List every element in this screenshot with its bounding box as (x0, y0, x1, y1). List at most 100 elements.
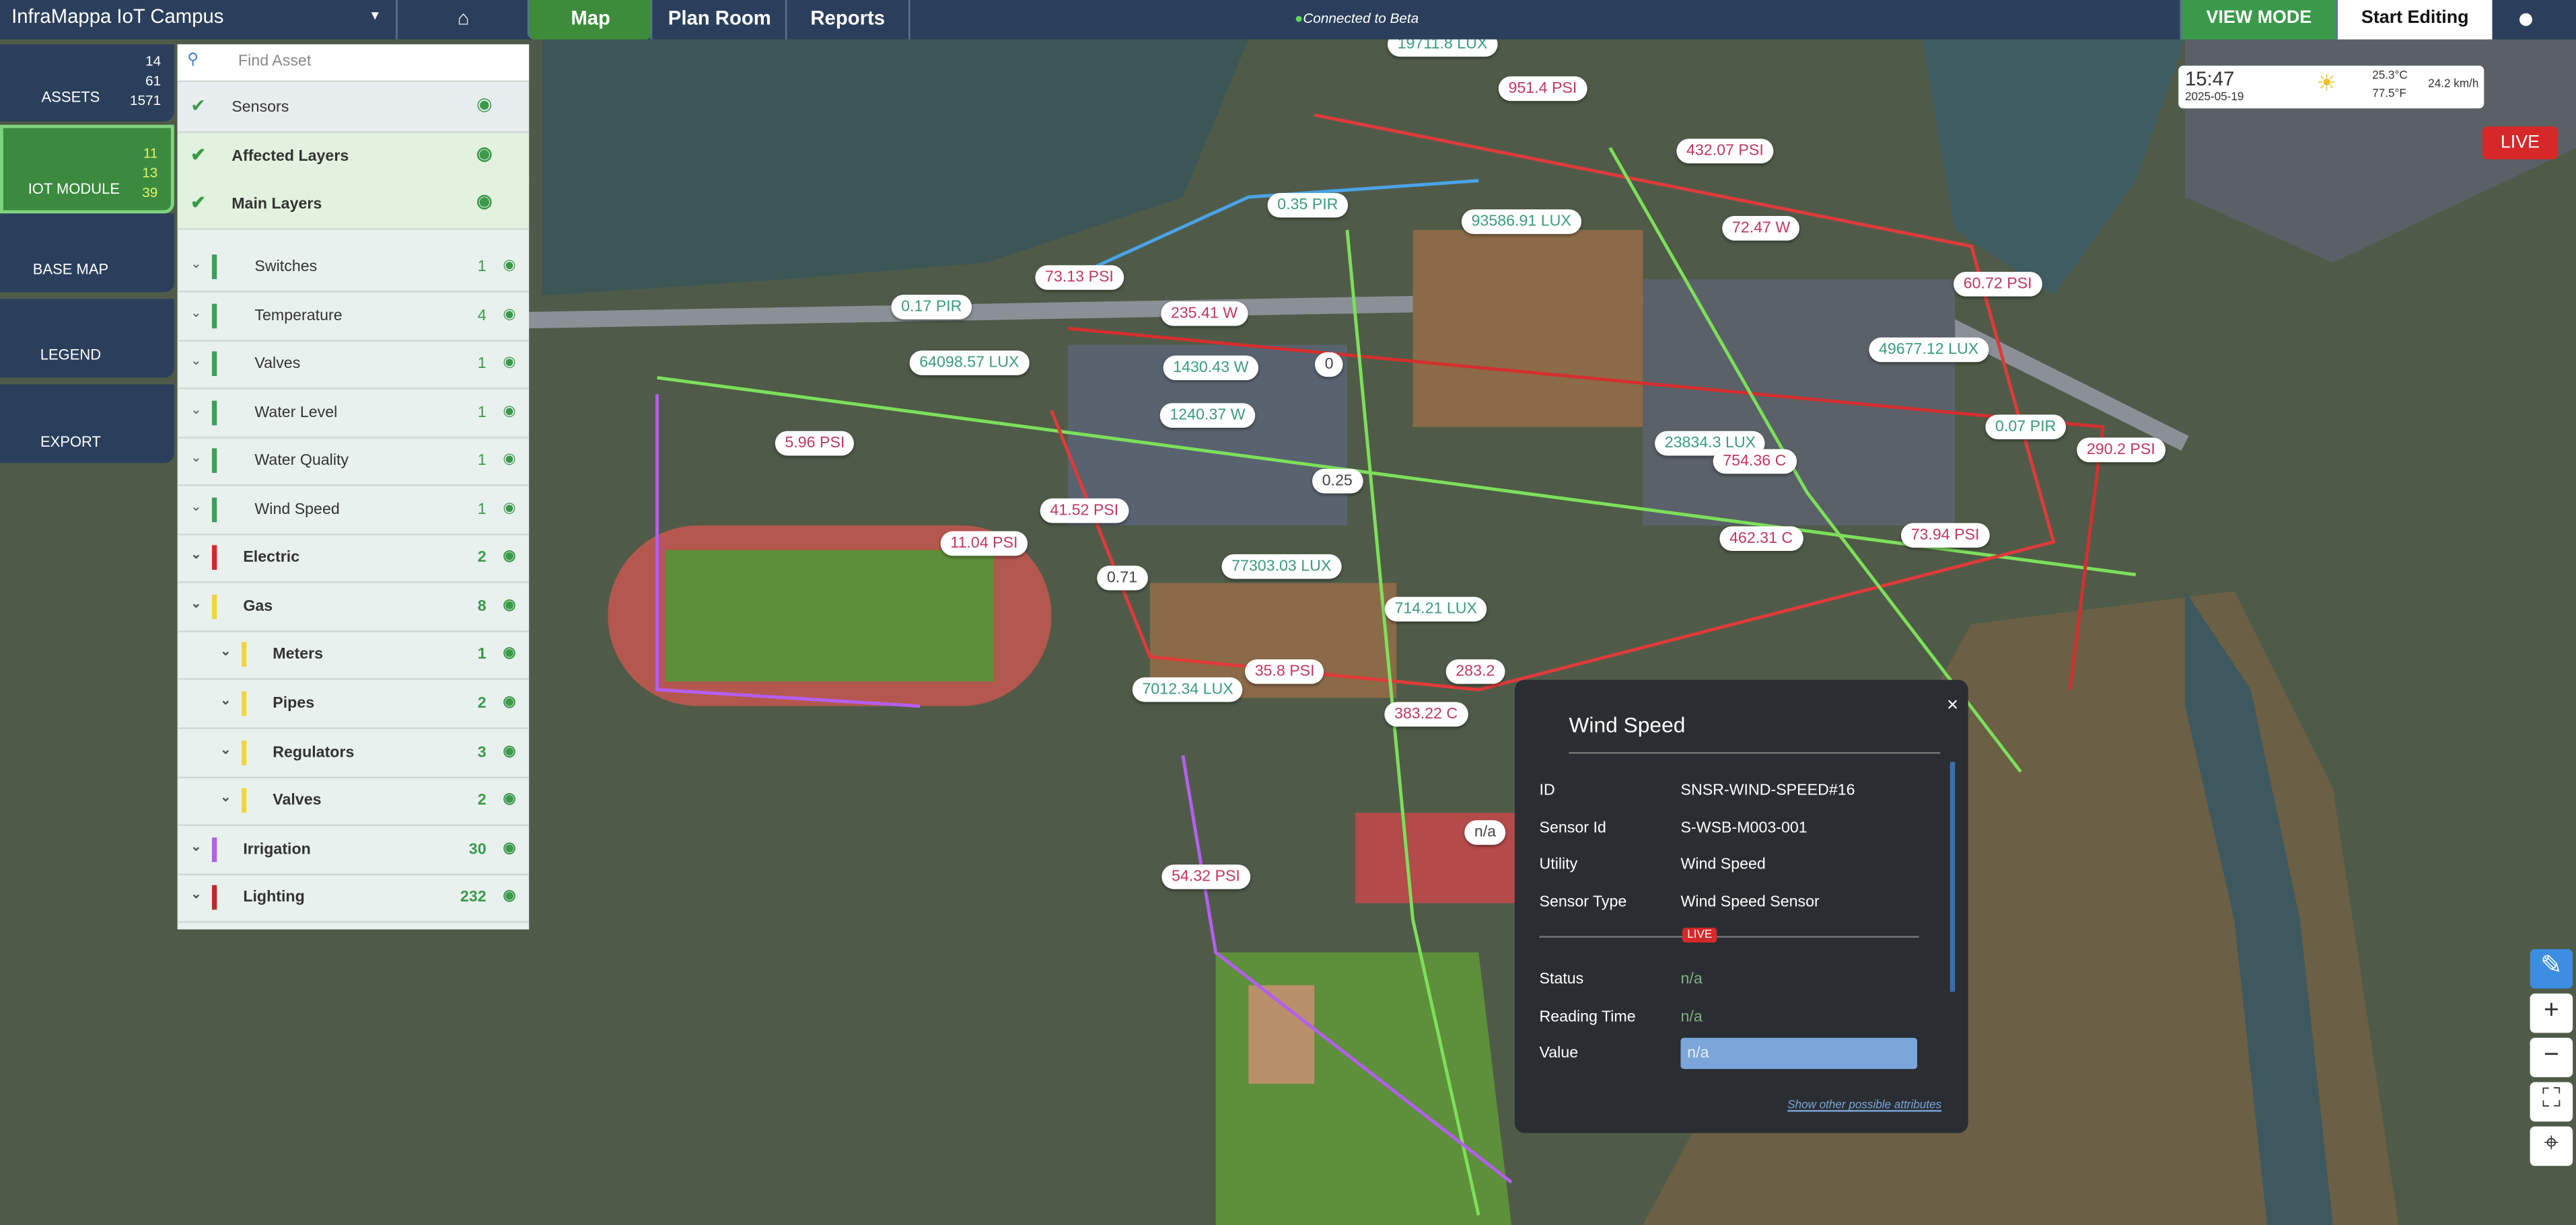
map-label[interactable]: 383.22 C (1384, 702, 1468, 727)
map-label[interactable]: 432.07 PSI (1676, 139, 1774, 163)
start-editing[interactable]: Start Editing (2336, 0, 2493, 40)
nav-legend[interactable]: LEGEND (0, 299, 174, 378)
map-label[interactable]: 49677.12 LUX (1869, 337, 1989, 363)
visibility-toggle[interactable]: ◉ (503, 256, 516, 273)
expand-toggle[interactable]: ⌄ (190, 450, 202, 466)
map-label[interactable]: 35.8 PSI (1244, 659, 1325, 684)
map-label[interactable]: 5.96 PSI (775, 431, 855, 456)
map-label[interactable]: 1240.37 W (1159, 403, 1256, 428)
expand-toggle[interactable]: ⌄ (190, 887, 202, 902)
locate[interactable]: ⌖ (2530, 1126, 2573, 1166)
view-mode[interactable]: VIEW MODE (2180, 0, 2336, 40)
map-label[interactable]: 11.04 PSI (940, 531, 1028, 556)
layer-row[interactable]: ⌄ Pipes 2 ◉ (177, 679, 530, 729)
map-label[interactable]: 462.31 C (1719, 526, 1803, 551)
dropdown[interactable]: ▾ (371, 6, 379, 24)
map-label[interactable]: n/a (1464, 820, 1506, 845)
layer-row[interactable]: ⌄ Gas 8 ◉ (177, 583, 530, 632)
layer-row[interactable]: ⌄ Electric 2 ◉ (177, 534, 530, 584)
layer-row[interactable]: ⌄ Irrigation 30 ◉ (177, 825, 530, 875)
scrollbar[interactable] (1949, 762, 1956, 992)
map-label[interactable]: 0.07 PIR (1985, 414, 2066, 439)
fit-extent[interactable]: ⛶ (2530, 1082, 2573, 1122)
expand-toggle[interactable]: ⌄ (190, 304, 202, 320)
layer-row[interactable]: ⌄ Valves 1 ◉ (177, 340, 530, 389)
layer-row[interactable]: ⌄ Meters 1 ◉ (177, 631, 530, 681)
layer-row[interactable]: ⌄ Water Quality 1 ◉ (177, 437, 530, 486)
map-label[interactable]: 754.36 C (1713, 449, 1797, 474)
map-label[interactable]: 951.4 PSI (1498, 76, 1587, 102)
map-label[interactable]: 714.21 LUX (1384, 597, 1487, 622)
search[interactable]: ⚲ Find Asset (177, 44, 530, 83)
nav-reports[interactable]: Reports (785, 0, 910, 40)
visibility-toggle[interactable]: ◉ (503, 692, 516, 710)
visibility-toggle[interactable]: ◉ (476, 143, 493, 163)
visibility-toggle[interactable]: ◉ (503, 353, 516, 370)
user-icon[interactable]: ● (2517, 1, 2535, 35)
visibility-toggle[interactable]: ◉ (503, 595, 516, 613)
expand-toggle[interactable]: ⌄ (220, 741, 231, 757)
checkbox[interactable]: ✔ (190, 145, 206, 165)
map-label[interactable]: 73.94 PSI (1900, 523, 1990, 548)
map-label[interactable]: 73.13 PSI (1035, 265, 1124, 290)
expand-toggle[interactable]: ⌄ (190, 547, 202, 562)
map-label[interactable]: 0.17 PIR (891, 295, 972, 320)
close-button[interactable]: × (1946, 693, 1959, 716)
map-label[interactable]: 7012.34 LUX (1132, 677, 1244, 702)
visibility-toggle[interactable]: ◉ (503, 790, 516, 807)
show-attributes-link[interactable]: Show other possible attributes (1787, 1100, 1942, 1112)
visibility-toggle[interactable]: ◉ (503, 547, 516, 564)
layer-group[interactable]: ✔ Main Layers ◉ (177, 180, 530, 230)
expand-toggle[interactable]: ⌄ (190, 838, 202, 854)
map-label[interactable]: 72.47 W (1722, 215, 1800, 241)
map-label[interactable]: 41.52 PSI (1040, 498, 1129, 523)
home-button[interactable]: ⌂ (396, 0, 529, 40)
visibility-toggle[interactable]: ◉ (503, 304, 516, 322)
checkbox[interactable]: ✔ (190, 97, 206, 117)
map-label[interactable]: 77303.03 LUX (1221, 554, 1342, 579)
visibility-toggle[interactable]: ◉ (476, 192, 493, 212)
expand-toggle[interactable]: ⌄ (220, 692, 231, 708)
nav-iot-module[interactable]: IOT MODULE 11 13 39 (0, 124, 174, 214)
layer-group[interactable]: ✔ Affected Layers ◉ (177, 132, 530, 182)
expand-toggle[interactable]: ⌄ (190, 256, 202, 271)
map-label[interactable]: 60.72 PSI (1954, 271, 2042, 297)
map-label[interactable]: 54.32 PSI (1161, 864, 1250, 889)
layer-row[interactable]: ⌄ Temperature 4 ◉ (177, 291, 530, 341)
visibility-toggle[interactable]: ◉ (503, 838, 516, 855)
visibility-toggle[interactable]: ◉ (503, 887, 516, 903)
layer-row[interactable]: ⌄ Valves 2 ◉ (177, 777, 530, 826)
zoom-out[interactable]: − (2530, 1037, 2573, 1078)
expand-toggle[interactable]: ⌄ (220, 644, 231, 659)
layer-row[interactable]: ⌄ Regulators 3 ◉ (177, 729, 530, 778)
layer-row[interactable]: ⌄ Switches 1 ◉ (177, 243, 530, 293)
map-label[interactable]: 0.35 PIR (1267, 192, 1349, 218)
nav-base-map[interactable]: BASE MAP (0, 213, 174, 293)
layer-row[interactable]: ⌄ Water Level 1 ◉ (177, 389, 530, 438)
expand-toggle[interactable]: ⌄ (220, 790, 231, 805)
nav-assets[interactable]: ASSETS 14 61 1571 (0, 44, 174, 122)
visibility-toggle[interactable]: ◉ (503, 402, 516, 418)
visibility-toggle[interactable]: ◉ (503, 644, 516, 661)
visibility-toggle[interactable]: ◉ (476, 95, 493, 115)
reading-value[interactable]: n/a (1680, 1037, 1918, 1070)
nav-map[interactable]: Map (527, 0, 653, 40)
layer-row[interactable]: ⌄ Wind Speed 1 ◉ (177, 486, 530, 535)
visibility-toggle[interactable]: ◉ (503, 498, 516, 515)
map-label[interactable]: 64098.57 LUX (909, 350, 1030, 375)
visibility-toggle[interactable]: ◉ (503, 450, 516, 467)
checkbox[interactable]: ✔ (190, 194, 206, 214)
map-label[interactable]: 0.25 (1312, 468, 1363, 494)
nav-plan-room[interactable]: Plan Room (650, 0, 787, 40)
layer-row[interactable]: ⌄ Lighting 232 ◉ (177, 874, 530, 924)
expand-toggle[interactable]: ⌄ (190, 353, 202, 369)
map-label[interactable]: 290.2 PSI (2077, 437, 2166, 463)
expand-toggle[interactable]: ⌄ (190, 595, 202, 611)
measure-tool[interactable]: ✎ (2530, 949, 2573, 989)
map-label[interactable]: 1430.43 W (1163, 355, 1259, 381)
map-label[interactable]: 235.41 W (1161, 301, 1248, 326)
map-label[interactable]: 0.71 (1097, 565, 1147, 591)
map-label[interactable]: 0 (1314, 352, 1344, 377)
layer-group[interactable]: ✔ Sensors ◉ (177, 83, 530, 133)
zoom-in[interactable]: + (2530, 993, 2573, 1033)
